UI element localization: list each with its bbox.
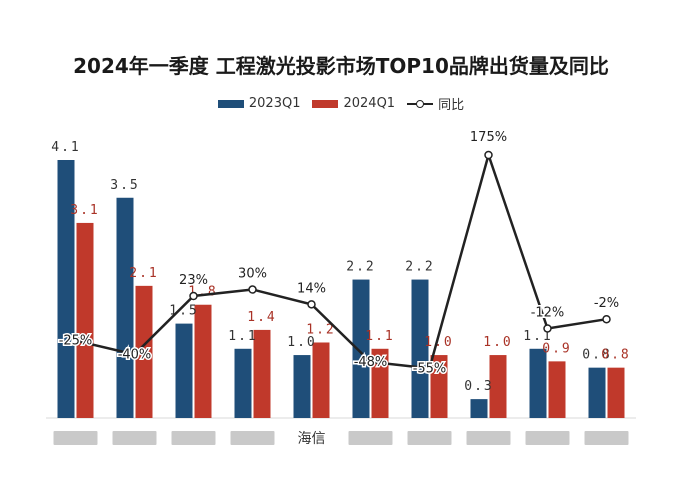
data-label-2024q1: 0.8 — [601, 348, 630, 363]
bar-2023q1 — [352, 279, 370, 418]
data-label-2023q1: 1.1 — [523, 329, 552, 344]
x-tick-label-obscured — [407, 431, 452, 445]
legend-label-yoy: 同比 — [438, 98, 465, 113]
yoy-point — [425, 364, 434, 373]
data-label-2023q1: 1.1 — [228, 329, 257, 344]
data-label-2024q1: 1.4 — [247, 310, 276, 325]
yoy-point — [130, 350, 139, 359]
data-label-2024q1: 1.0 — [483, 335, 512, 350]
legend-label-2024q1: 2024Q1 — [343, 96, 396, 111]
bar-2024q1 — [135, 285, 153, 418]
x-tick-label-obscured — [171, 431, 216, 445]
legend-item-yoy[interactable]: 同比 — [407, 94, 464, 113]
legend: 2023Q1 2024Q1 同比 — [0, 94, 682, 113]
bar-2024q1 — [607, 367, 625, 418]
yoy-label: -48% — [354, 355, 388, 370]
data-label-2024q1: 1.2 — [306, 322, 335, 337]
bar-2023q1 — [470, 399, 488, 418]
bar-2023q1 — [234, 348, 252, 418]
yoy-point — [602, 314, 611, 324]
x-tick-label-obscured — [53, 431, 98, 445]
data-label-2023q1: 0.3 — [464, 379, 493, 394]
bar-2023q1 — [116, 197, 134, 418]
yoy-label: -25% — [59, 334, 93, 349]
bar-2023q1 — [293, 355, 311, 418]
yoy-label: 175% — [470, 130, 507, 145]
data-label-2024q1: 0.9 — [542, 341, 571, 356]
data-label-2024q1: 3.1 — [70, 203, 99, 218]
x-tick-label: 海信 — [298, 431, 326, 447]
data-label-2024q1: 2.1 — [129, 266, 158, 281]
yoy-point — [366, 357, 375, 367]
data-label-2024q1: 1.1 — [365, 329, 394, 344]
yoy-label: -40% — [118, 347, 152, 362]
bar-2023q1 — [529, 348, 547, 418]
yoy-point — [307, 300, 316, 309]
bar-2023q1 — [588, 367, 606, 418]
legend-item-2024q1[interactable]: 2024Q1 — [312, 94, 395, 113]
x-tick-label-obscured — [230, 431, 275, 445]
yoy-point — [189, 291, 198, 301]
bar-2023q1 — [411, 279, 429, 418]
bar-2024q1 — [489, 355, 507, 418]
yoy-label: 30% — [238, 267, 267, 282]
data-label-2024q1: 1.0 — [424, 335, 453, 350]
yoy-label: 14% — [297, 281, 326, 296]
legend-swatch-2023q1 — [217, 99, 244, 108]
bar-2023q1 — [175, 323, 193, 418]
bar-2024q1 — [548, 361, 566, 418]
yoy-label: 23% — [179, 273, 208, 288]
data-label-2023q1: 1.0 — [287, 335, 316, 350]
bar-2024q1 — [371, 348, 389, 418]
data-label-2023q1: 2.2 — [405, 260, 434, 275]
legend-swatch-yoy — [407, 99, 434, 109]
yoy-label: -55% — [413, 361, 447, 376]
x-tick-label-obscured — [112, 431, 157, 445]
yoy-label: -2% — [594, 296, 619, 311]
yoy-line — [75, 150, 607, 370]
bar-2024q1 — [312, 342, 330, 418]
bar-2023q1 — [57, 160, 75, 418]
legend-label-2023q1: 2023Q1 — [248, 96, 301, 111]
legend-item-2023q1[interactable]: 2023Q1 — [217, 94, 301, 113]
yoy-point — [543, 324, 552, 333]
bar-2024q1 — [253, 329, 271, 418]
data-label-2023q1: 4.1 — [51, 140, 80, 155]
x-tick-label-obscured — [525, 431, 570, 445]
yoy-point — [248, 285, 257, 294]
data-label-2023q1: 0.8 — [582, 348, 611, 363]
yoy-label: -12% — [531, 305, 565, 320]
bar-2024q1 — [194, 304, 212, 418]
data-label-2023q1: 3.5 — [110, 178, 139, 193]
bar-2024q1 — [76, 222, 94, 418]
data-label-2023q1: 2.2 — [346, 260, 375, 275]
x-tick-label-obscured — [348, 431, 393, 445]
legend-swatch-2024q1 — [312, 99, 339, 108]
bar-2024q1 — [430, 355, 448, 418]
x-tick-label-obscured — [466, 431, 511, 445]
chart-title: 2024年一季度 工程激光投影市场TOP10品牌出货量及同比 — [73, 54, 609, 78]
yoy-point — [71, 336, 80, 345]
yoy-point — [484, 150, 493, 160]
x-tick-label-obscured — [584, 431, 629, 445]
